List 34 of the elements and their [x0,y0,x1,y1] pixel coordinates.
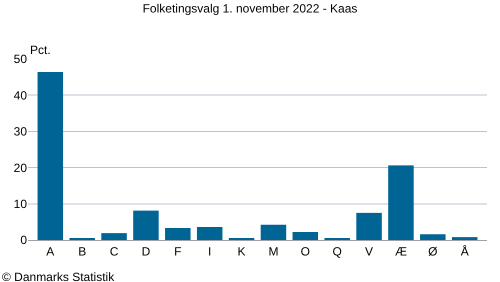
bar [452,237,478,240]
bar [133,210,159,240]
x-tick-label: B [78,244,86,258]
bar [388,165,414,240]
y-tick-label: 30 [14,124,28,139]
x-tick-label: D [142,244,151,258]
bar [101,233,127,240]
bar [292,232,318,240]
x-tick-label: Å [460,244,469,258]
x-tick-label: Q [332,244,342,258]
y-tick-label: 0 [20,233,28,248]
bar [260,224,286,240]
x-tick-label: F [174,244,182,258]
x-tick-label: M [268,244,278,258]
x-tick-label: A [46,244,54,258]
y-tick-label: 50 [14,52,28,66]
bar [38,72,64,240]
text: © Danmarks Statistik [2,270,116,282]
x-tick-label: Æ [394,244,407,258]
x-tick-label: I [208,244,212,258]
x-tick-label: O [300,244,310,258]
chart-title: Folketingsvalg 1. november 2022 - Kaas [142,2,358,16]
bar [196,226,222,240]
bar [165,228,191,240]
x-tick-label: Ø [428,244,438,258]
y-axis-title: Pct. [30,43,51,57]
y-tick-label: 10 [14,197,28,211]
x-tick-label: V [365,244,374,258]
x-tick-label: K [238,244,246,258]
bar [420,234,446,240]
x-tick-label: C [110,244,119,258]
y-tick-label: 20 [14,160,28,175]
bar [356,212,382,240]
y-tick-label: 40 [14,88,28,102]
